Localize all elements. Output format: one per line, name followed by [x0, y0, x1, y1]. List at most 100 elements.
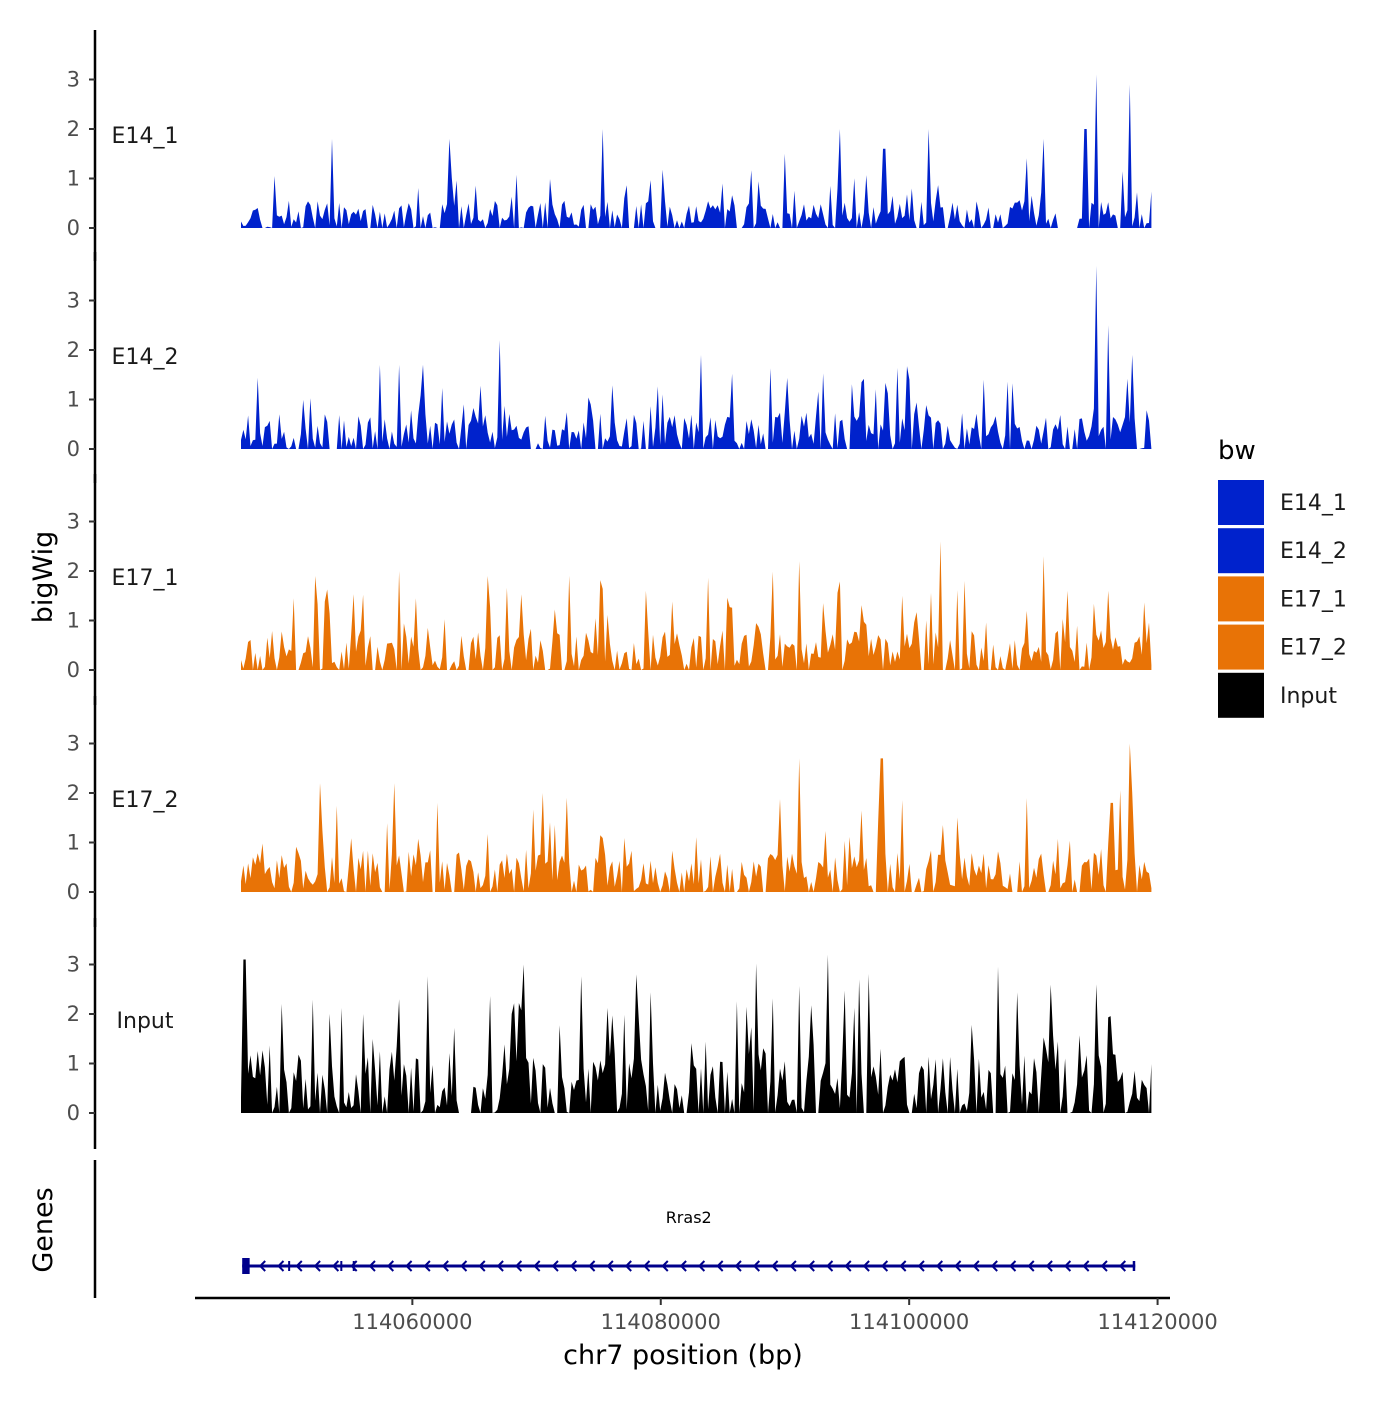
gene-exon	[288, 1261, 291, 1271]
y-tick-label: 2	[67, 338, 80, 362]
x-tick-label: 114060000	[352, 1310, 472, 1334]
gene-strand-arrow	[331, 1260, 340, 1272]
gene-strand-arrow	[496, 1260, 504, 1272]
legend-label-E14_1: E14_1	[1280, 491, 1347, 516]
gene-exon	[1132, 1261, 1136, 1271]
y-tick-label: 2	[67, 1002, 80, 1026]
y-tick-label: 0	[67, 658, 80, 682]
gene-strand-arrow	[460, 1260, 468, 1272]
gene-strand-arrow	[1009, 1260, 1017, 1272]
gene-strand-arrow	[514, 1260, 523, 1272]
y-tick-label: 3	[67, 510, 80, 534]
gene-strand-arrow	[277, 1260, 285, 1272]
gene-strand-arrow	[533, 1260, 541, 1272]
y-tick-label: 1	[67, 167, 80, 191]
legend-swatch-Input	[1218, 672, 1264, 718]
gene-strand-arrow	[478, 1260, 486, 1272]
gene-name-label: Rras2	[666, 1208, 712, 1227]
y-tick-label: 2	[67, 559, 80, 583]
track-E17_2: 0 1 2 3 E17_2	[67, 696, 1152, 927]
gene-strand-arrow	[679, 1260, 687, 1272]
gene-strand-arrow	[880, 1260, 889, 1272]
legend-swatch-E17_1	[1218, 576, 1264, 622]
track-E14_1: 0 1 2 3 E14_1	[67, 30, 1152, 261]
track-label: E14_1	[112, 124, 179, 149]
gene-strand-arrow	[697, 1260, 706, 1272]
x-tick-label: 114120000	[1097, 1310, 1217, 1334]
gene-strand-arrow	[606, 1260, 614, 1272]
gene-strand-arrow	[789, 1260, 797, 1272]
gene-strand-arrow	[917, 1260, 925, 1272]
y-tick-label: 2	[67, 117, 80, 141]
x-axis: 114060000 114080000 114100000 114120000	[195, 1296, 1218, 1334]
genes-track-title: Genes	[28, 1187, 59, 1272]
gene-strand-arrow	[935, 1260, 944, 1272]
legend-swatch-E14_2	[1218, 528, 1264, 574]
tracks-layer: 0 1 2 3 E14_1 0 1 2 3 E14_2 0 1 2 3 E17_1 0 1 2 3 E17_2 0 1 2 3…	[67, 30, 1152, 1149]
gene-exon	[352, 1261, 355, 1271]
legend-title: bw	[1218, 436, 1256, 466]
signal-area-E14_1	[241, 74, 1152, 228]
y-tick-label: 3	[67, 953, 80, 977]
gene-exon	[242, 1258, 250, 1274]
gene-strand-arrow	[954, 1260, 962, 1272]
gene-strand-arrow	[624, 1260, 632, 1272]
signal-area-E14_2	[241, 265, 1152, 449]
legend-swatch-E17_2	[1218, 624, 1264, 670]
legend-label-E14_2: E14_2	[1280, 539, 1347, 564]
legend-label-Input: Input	[1280, 684, 1337, 709]
legend: bw E14_1 E14_2 E17_1 E17_2 Input	[1218, 436, 1347, 718]
gene-strand-arrow	[844, 1260, 852, 1272]
y-tick-label: 3	[67, 68, 80, 92]
gene-strand-arrow	[386, 1260, 395, 1272]
y-tick-label: 0	[67, 216, 80, 240]
gene-strand-arrow	[716, 1260, 724, 1272]
gene-strand-arrow	[752, 1260, 761, 1272]
y-tick-label: 3	[67, 289, 80, 313]
gene-strand-arrow	[862, 1260, 870, 1272]
track-E14_2: 0 1 2 3 E14_2	[67, 252, 1152, 483]
y-tick-label: 1	[67, 388, 80, 412]
y-axis-title: bigWig	[28, 531, 59, 624]
signal-area-E17_1	[241, 541, 1152, 670]
gene-strand-arrow	[899, 1260, 907, 1272]
track-label: E17_2	[112, 788, 179, 813]
legend-label-E17_2: E17_2	[1280, 636, 1347, 661]
gene-strand-arrow	[972, 1260, 980, 1272]
gene-strand-arrow	[441, 1260, 449, 1272]
signal-area-Input	[241, 954, 1152, 1113]
x-tick-label: 114100000	[849, 1310, 969, 1334]
gene-strand-arrow	[313, 1260, 321, 1272]
gene-strand-arrow	[771, 1260, 779, 1272]
gene-strand-arrow	[1045, 1260, 1053, 1272]
y-tick-label: 0	[67, 880, 80, 904]
gene-strand-arrow	[661, 1260, 669, 1272]
track-label: E17_1	[112, 566, 179, 591]
y-tick-label: 2	[67, 781, 80, 805]
gene-strand-arrow	[1118, 1260, 1127, 1272]
gene-strand-arrow	[1100, 1260, 1108, 1272]
x-axis-title: chr7 position (bp)	[563, 1340, 803, 1371]
gene-strand-arrow	[258, 1260, 266, 1272]
gene-strand-arrow	[826, 1260, 834, 1272]
y-tick-label: 1	[67, 609, 80, 633]
gene-strand-arrow	[350, 1260, 358, 1272]
legend-label-E17_1: E17_1	[1280, 587, 1347, 612]
gene-strand-arrow	[569, 1260, 578, 1272]
y-tick-label: 0	[67, 437, 80, 461]
y-tick-label: 1	[67, 831, 80, 855]
legend-swatch-E14_1	[1218, 480, 1264, 525]
track-label: Input	[117, 1009, 174, 1034]
y-tick-label: 3	[67, 732, 80, 756]
x-tick-label: 114080000	[601, 1310, 721, 1334]
gene-strand-arrow	[807, 1260, 815, 1272]
gene-strand-arrow	[643, 1260, 651, 1272]
gene-strand-arrow	[368, 1260, 376, 1272]
gene-strand-arrow	[551, 1260, 559, 1272]
gene-strand-arrow	[1082, 1260, 1090, 1272]
gene-strand-arrow	[295, 1260, 303, 1272]
gene-strand-arrow	[1063, 1260, 1072, 1272]
track-label: E14_2	[112, 345, 179, 370]
